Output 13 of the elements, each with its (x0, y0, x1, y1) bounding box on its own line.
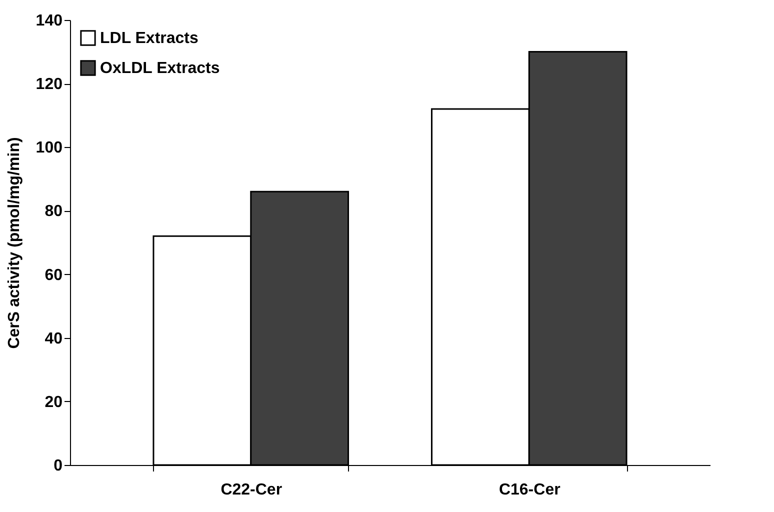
y-tick-label: 60 (44, 266, 63, 284)
y-tick-label: 20 (44, 394, 63, 411)
y-tick-label: 140 (36, 12, 63, 30)
x-tick-label: C22-Cer (220, 482, 282, 498)
legend-label: OxLDL Extracts (100, 60, 220, 77)
x-tick-label: C16-Cer (498, 482, 560, 498)
y-tick-label: 100 (36, 140, 63, 157)
y-tick-label: 40 (44, 330, 63, 348)
y-axis-title: CerS activity (pmol/mg/min) (6, 137, 23, 349)
legend-label: LDL Extracts (100, 30, 199, 47)
y-tick-label: 120 (36, 76, 63, 94)
y-tick-label: 80 (44, 203, 63, 220)
y-tick-label: 0 (54, 458, 63, 474)
